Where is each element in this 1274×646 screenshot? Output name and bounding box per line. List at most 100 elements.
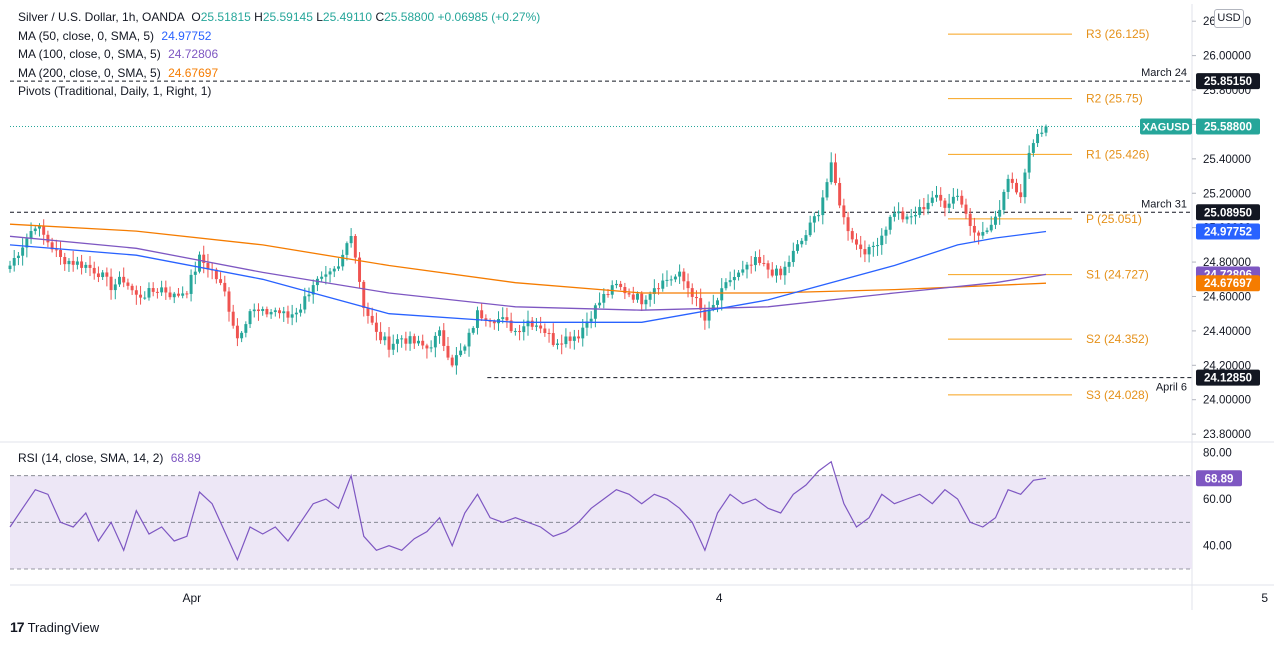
candle-body [391,343,395,350]
tradingview-footer[interactable]: 17 TradingView [10,619,99,635]
candle-body [248,311,252,325]
candle-body [551,333,555,345]
candle-body [648,293,652,300]
candle-body [960,195,964,205]
candle-body [54,249,58,251]
candle-body [75,261,79,265]
candle-body [46,234,50,243]
pivot-label: P (25.051) [1086,212,1142,226]
candle-body [265,308,269,315]
ma50-legend-row[interactable]: MA (50, close, 0, SMA, 5) 24.97752 [18,27,540,46]
y-tick-label: 24.40000 [1203,326,1251,338]
candle-body [577,336,581,339]
candle-body [379,331,383,341]
candle-body [63,257,67,265]
candle-body [560,343,564,345]
chart-legend: Silver / U.S. Dollar, 1h, OANDA O25.5181… [18,8,540,101]
price-badge-value: 25.08950 [1204,207,1252,219]
ma200-legend-row[interactable]: MA (200, close, 0, SMA, 5) 24.67697 [18,64,540,83]
candle-body [12,258,16,266]
candle-body [518,330,522,333]
candle-body [909,216,913,218]
candle-body [172,293,176,298]
rsi-tick-label: 80.00 [1203,447,1232,459]
candle-body [905,216,909,220]
candle-body [951,196,955,204]
candle-body [101,272,105,278]
candle-body [888,216,892,230]
price-badge [1196,118,1260,135]
candle-body [202,254,206,263]
rsi-tick-label: 40.00 [1203,541,1232,553]
candle-body [1019,192,1023,198]
currency-button[interactable]: USD [1214,9,1244,28]
candle-body [252,309,256,312]
candle-body [829,162,833,183]
candle-body [783,266,787,276]
price-badge-value: 25.58800 [1204,121,1252,133]
symbol-title: Silver / U.S. Dollar, 1h, OANDA [18,10,185,24]
candle-body [880,235,884,246]
candle-body [539,325,543,329]
rsi-value: 68.89 [170,451,201,465]
candle-body [480,310,484,319]
candle-body [534,325,538,327]
candle-body [703,309,707,321]
price-badge-value: 25.85150 [1204,76,1252,88]
candle-body [631,294,635,300]
candle-body [846,217,850,232]
pivots-legend-row[interactable]: Pivots (Traditional, Daily, 1, Right, 1) [18,82,540,101]
candle-body [269,312,273,315]
rsi-legend[interactable]: RSI (14, close, SMA, 14, 2) 68.89 [18,451,201,465]
candle-body [155,291,159,293]
ma50-value: 24.97752 [161,28,212,43]
candle-body [50,242,54,250]
pivot-label: R1 (25.426) [1086,147,1149,161]
candle-body [244,324,248,333]
rsi-value-badge-text: 68.89 [1205,473,1234,485]
candle-body [505,317,509,321]
y-tick-label: 24.80000 [1203,257,1251,269]
candle-body [88,264,92,268]
candle-body [922,207,926,210]
rsi-line [9,460,1047,562]
candle-body [139,294,143,298]
candle-body [640,293,644,305]
candle-body [602,294,606,303]
candle-body [1027,152,1031,173]
candle-body [716,300,719,305]
candle-body [745,264,749,270]
candle-body [926,202,930,210]
candle-body [29,231,33,239]
candle-body [105,272,109,277]
candle-body [176,293,180,296]
candle-body [273,310,277,313]
candle-body [219,279,223,283]
candle-body [859,244,863,250]
candle-body [1044,126,1048,133]
candle-body [256,309,260,312]
ma100-legend-row[interactable]: MA (100, close, 0, SMA, 5) 24.72806 [18,45,540,64]
candle-body [593,305,597,319]
candle-body [652,288,656,294]
candle-body [972,225,976,233]
candle-body [433,335,437,348]
candle-body [126,282,130,286]
candle-body [572,336,576,341]
candle-body [282,311,286,314]
ma100-label: MA (100, close, 0, SMA, 5) [18,47,161,61]
candle-body [383,336,387,341]
symbol-badge-label: XAGUSD [1142,121,1189,133]
candle-body [526,320,530,327]
level-line-label: March 24 [1141,67,1187,79]
candle-body [1031,143,1035,153]
candle-body [374,322,378,332]
candle-body [766,263,770,270]
candle-body [564,336,568,345]
candle-body [935,194,938,198]
candle-body [387,336,391,350]
candle-body [796,244,800,251]
candle-body [585,321,589,328]
candle-body [425,345,429,349]
